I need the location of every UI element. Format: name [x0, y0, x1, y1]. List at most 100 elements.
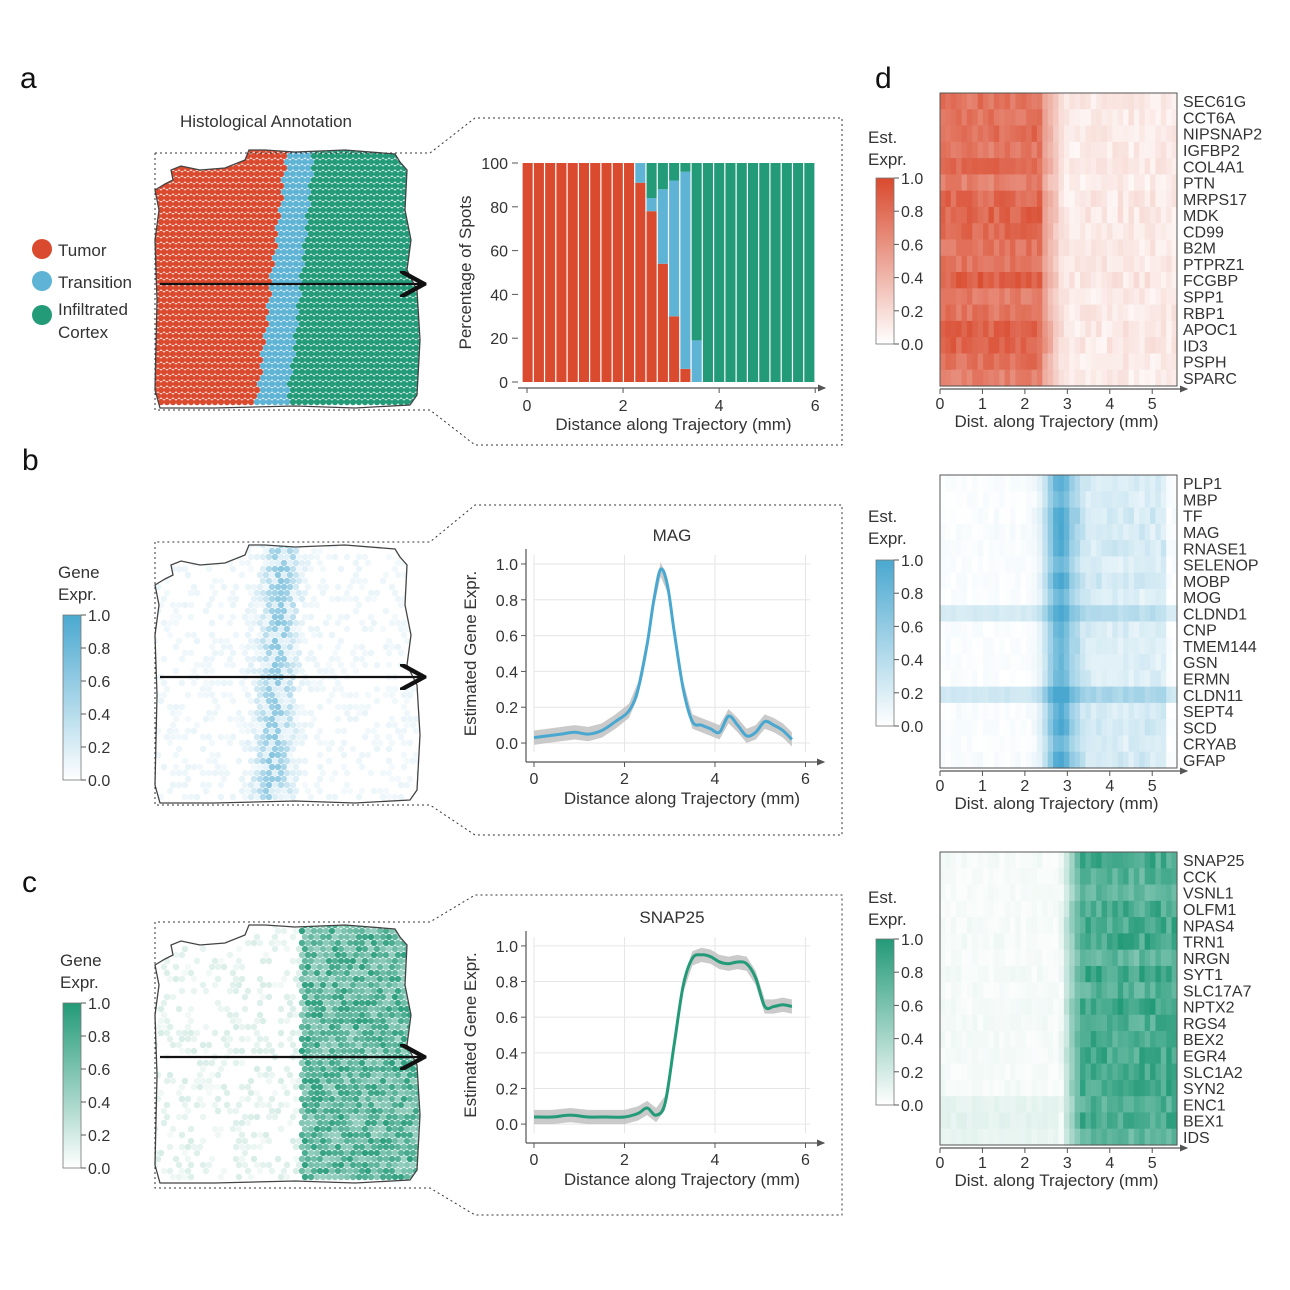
- heatmap-cell: [1063, 304, 1070, 322]
- gene-label: MOBP: [1183, 574, 1230, 591]
- heatmap-cell: [1036, 965, 1043, 983]
- heatmap-cell: [1053, 556, 1060, 574]
- gene-label: GFAP: [1183, 753, 1226, 770]
- heatmap-cell: [1074, 868, 1081, 886]
- heatmap-cell: [956, 605, 963, 623]
- heatmap-cell: [1106, 605, 1113, 623]
- heatmap-cell: [1063, 507, 1070, 525]
- heatmap-cell: [1144, 125, 1151, 143]
- heatmap-cell: [1101, 255, 1108, 273]
- heatmap-cell: [940, 998, 946, 1016]
- heatmap-cell: [1063, 572, 1070, 590]
- colorbar-tick-label: 0.2: [901, 686, 923, 703]
- heatmap-cell: [1042, 190, 1049, 208]
- heatmap-cell: [977, 588, 984, 606]
- heatmap-cell: [999, 1112, 1006, 1130]
- heatmap-cell: [1015, 1112, 1022, 1130]
- colorbar-tick-label: 0.0: [88, 1161, 110, 1178]
- heatmap-cell: [1171, 206, 1178, 224]
- heatmap-cell: [993, 125, 1000, 143]
- heatmap-cell: [966, 1079, 973, 1097]
- gene-label: NRGN: [1183, 951, 1230, 968]
- heatmap-cell: [1053, 491, 1060, 509]
- heatmap-cell: [1020, 272, 1027, 289]
- heatmap-cell: [1171, 523, 1178, 541]
- x-tick-label: 4: [711, 771, 720, 788]
- heatmap-cell: [1155, 109, 1162, 127]
- heatmap-cell: [977, 1047, 984, 1065]
- heatmap-cell: [1080, 239, 1087, 257]
- heatmap-cell: [1026, 109, 1033, 127]
- heatmap-cell: [1166, 507, 1173, 525]
- colorbar-ticks-c: 1.00.80.60.40.20.0: [81, 996, 110, 1178]
- heatmap-cell: [1020, 475, 1027, 492]
- heatmap-cell: [945, 933, 952, 951]
- heatmap-cell: [1031, 852, 1038, 869]
- colorbar-tick-label: 0.2: [88, 740, 110, 757]
- heatmap-cell: [1139, 670, 1146, 688]
- heatmap-cell: [999, 702, 1006, 720]
- heatmap-cell: [1053, 223, 1060, 241]
- heatmap-cell: [1144, 637, 1151, 655]
- heatmap-cell: [1155, 190, 1162, 208]
- heatmap-cell: [1133, 900, 1140, 918]
- heatmap-cell: [950, 523, 957, 541]
- heatmap-cell: [1123, 1128, 1130, 1146]
- heatmap-cell: [966, 158, 973, 175]
- heatmap-cell: [945, 1047, 952, 1065]
- heatmap-cell: [966, 982, 973, 1000]
- series-line: [533, 567, 793, 741]
- heatmap-cell: [999, 621, 1006, 639]
- heatmap-cell: [1150, 751, 1157, 769]
- heatmap-cell: [1117, 141, 1124, 159]
- heatmap-cell: [983, 141, 990, 159]
- heatmap-cell: [1096, 982, 1103, 1000]
- heatmap-cell: [1133, 702, 1140, 720]
- heatmap-cell: [1117, 272, 1124, 289]
- heatmap-cell: [940, 900, 946, 918]
- heatmap-cell: [1123, 125, 1130, 143]
- heatmap-cell: [956, 1079, 963, 1097]
- heatmap-cell: [1058, 174, 1065, 192]
- heatmap-cell: [950, 868, 957, 886]
- heatmap-cell: [1047, 369, 1054, 387]
- heatmap-cell: [1010, 475, 1017, 492]
- heatmap-cell: [1090, 735, 1097, 753]
- heatmap-cell: [983, 982, 990, 1000]
- heatmap-cell: [1010, 1112, 1017, 1130]
- heatmap-cell: [1144, 621, 1151, 639]
- heatmap-cell: [961, 1096, 968, 1114]
- heatmap-cell: [1036, 982, 1043, 1000]
- heatmap-cell: [1031, 751, 1038, 769]
- heatmap-cell: [961, 1063, 968, 1081]
- heatmap-cell: [1106, 917, 1113, 934]
- heatmap-cell: [1010, 320, 1017, 338]
- heatmap-cell: [1031, 949, 1038, 967]
- heatmap-cell: [1128, 719, 1135, 737]
- heatmap-cell: [1101, 852, 1108, 869]
- heatmap-cell: [1020, 1079, 1027, 1097]
- heatmap-cell: [972, 917, 979, 934]
- heatmap-cell: [1036, 998, 1043, 1016]
- heatmap-cell: [961, 884, 968, 902]
- spot-layer: [155, 150, 420, 406]
- heatmap-cell: [1128, 369, 1135, 387]
- heatmap-cell: [1031, 206, 1038, 224]
- heatmap-cell: [1150, 900, 1157, 918]
- heatmap-cell: [1080, 1079, 1087, 1097]
- heatmap-cell: [940, 507, 946, 525]
- heatmap-cell: [940, 588, 946, 606]
- heatmap-cell: [1144, 572, 1151, 590]
- heatmap-cell: [1171, 1014, 1178, 1032]
- heatmap-cell: [1074, 719, 1081, 737]
- heatmap-cell: [1080, 353, 1087, 371]
- heatmap-cell: [1160, 965, 1167, 983]
- heatmap-cell: [1069, 255, 1076, 273]
- heatmap-cell: [1042, 605, 1049, 623]
- heatmap-cell: [1047, 304, 1054, 322]
- colorbar-tick-label: 0.0: [88, 773, 110, 790]
- x-tick-label: 3: [1063, 1155, 1072, 1172]
- heatmap-cell: [950, 686, 957, 704]
- heatmap-cell: [1117, 337, 1124, 355]
